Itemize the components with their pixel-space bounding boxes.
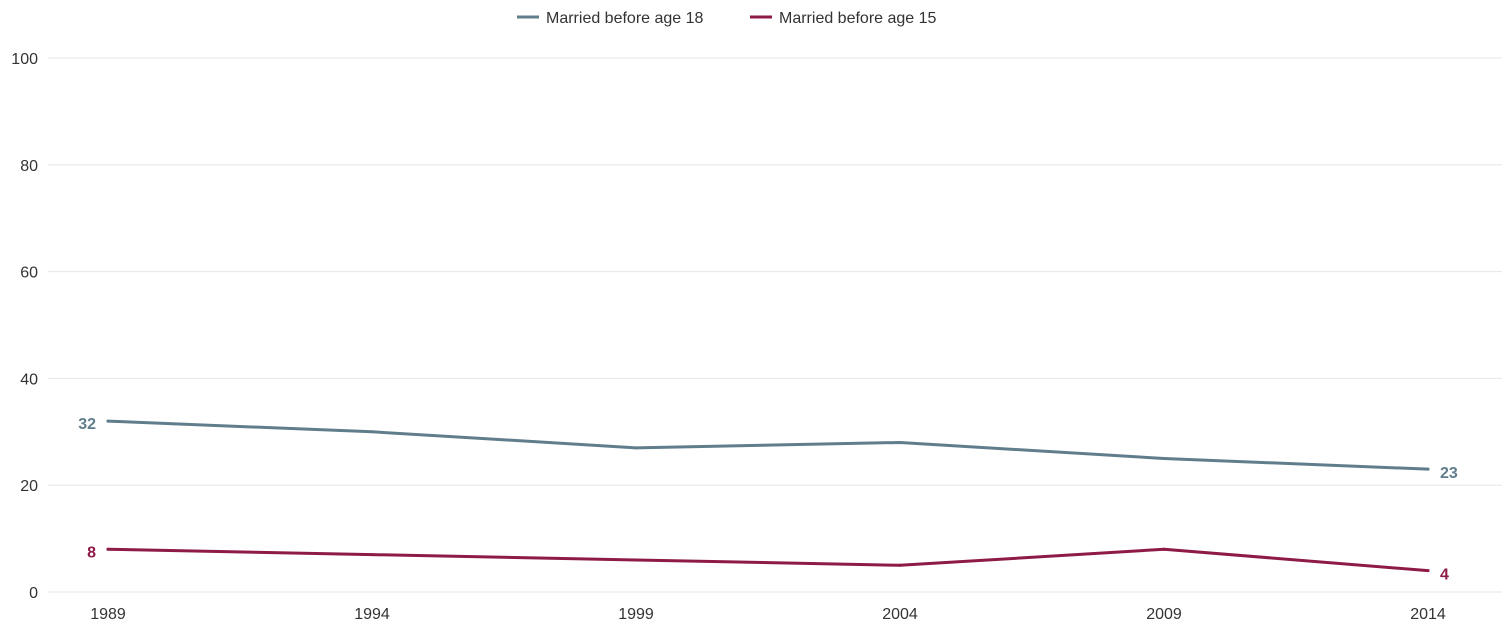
data-point [898, 440, 902, 444]
series-group [106, 419, 1430, 573]
data-point [106, 419, 110, 423]
data-point [370, 430, 374, 434]
data-label-first: 32 [78, 416, 96, 433]
y-tick-label: 20 [20, 478, 38, 495]
data-label-last: 23 [1440, 465, 1458, 482]
legend-label-1: Married before age 18 [546, 10, 704, 27]
y-axis: 0 20 40 60 80 100 [11, 51, 38, 602]
series-line-2 [106, 547, 1430, 573]
data-point [370, 553, 374, 557]
data-point [634, 558, 638, 562]
data-point [898, 563, 902, 567]
gridlines [48, 57, 1502, 593]
y-tick-label: 100 [11, 51, 38, 68]
data-labels: 32 23 8 4 [78, 416, 1458, 584]
data-point [1426, 569, 1430, 573]
legend: Married before age 18 Married before age … [517, 10, 937, 27]
data-point [634, 446, 638, 450]
y-tick-label: 0 [29, 585, 38, 602]
data-point [1162, 457, 1166, 460]
x-tick-label: 1999 [618, 606, 654, 623]
x-tick-label: 2004 [882, 606, 918, 623]
data-point [1162, 547, 1166, 551]
y-tick-label: 80 [20, 158, 38, 175]
data-point [1426, 467, 1430, 471]
data-label-first: 8 [87, 544, 96, 561]
data-point [106, 547, 110, 551]
x-axis: 1989 1994 1999 2004 2009 2014 [90, 606, 1446, 623]
x-tick-label: 1989 [90, 606, 126, 623]
series-line-1 [106, 419, 1430, 471]
data-label-last: 4 [1440, 567, 1449, 584]
y-tick-label: 40 [20, 371, 38, 388]
x-tick-label: 1994 [354, 606, 390, 623]
legend-label-2: Married before age 15 [779, 10, 937, 27]
y-tick-label: 60 [20, 265, 38, 282]
x-tick-label: 2014 [1410, 606, 1446, 623]
x-tick-label: 2009 [1146, 606, 1182, 623]
